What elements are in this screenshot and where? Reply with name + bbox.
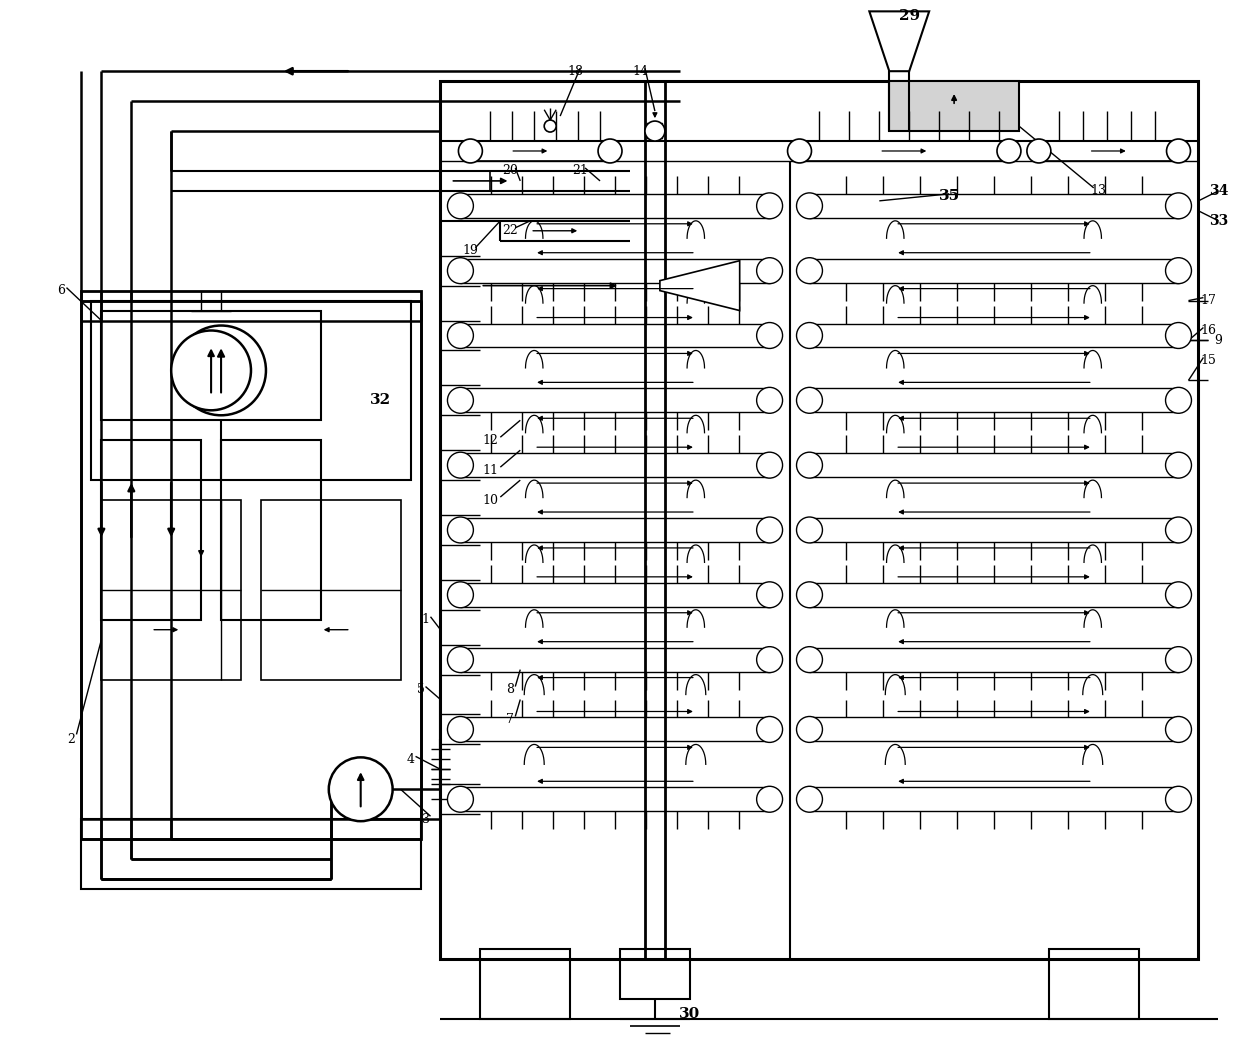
Circle shape (787, 139, 811, 163)
Text: 14: 14 (632, 64, 649, 78)
Circle shape (756, 452, 782, 478)
Text: 29: 29 (899, 9, 920, 23)
Text: 22: 22 (502, 225, 518, 237)
Circle shape (448, 647, 474, 673)
Text: 17: 17 (1200, 294, 1216, 307)
Text: 33: 33 (1209, 214, 1228, 228)
Circle shape (459, 139, 482, 163)
Circle shape (1166, 452, 1192, 478)
Circle shape (448, 517, 474, 543)
Circle shape (796, 717, 822, 743)
Bar (221, 440, 321, 620)
Circle shape (448, 322, 474, 348)
Text: 12: 12 (482, 434, 498, 447)
Circle shape (176, 326, 265, 415)
Bar (440, 81, 1198, 959)
Polygon shape (660, 261, 740, 311)
Circle shape (796, 192, 822, 218)
Bar (82, 820, 420, 889)
Text: 11: 11 (482, 464, 498, 476)
Circle shape (645, 121, 665, 141)
Circle shape (1166, 258, 1192, 284)
Text: 10: 10 (482, 494, 498, 506)
Bar (440, 171, 490, 191)
Circle shape (756, 717, 782, 743)
Circle shape (796, 581, 822, 607)
Circle shape (756, 581, 782, 607)
Bar (102, 311, 321, 420)
Bar (260, 500, 401, 679)
Circle shape (796, 786, 822, 812)
Circle shape (756, 258, 782, 284)
Circle shape (756, 387, 782, 413)
Circle shape (598, 139, 622, 163)
Text: 5: 5 (417, 683, 424, 696)
Circle shape (448, 581, 474, 607)
Circle shape (448, 717, 474, 743)
Text: 32: 32 (370, 393, 391, 408)
Circle shape (544, 120, 557, 132)
Circle shape (796, 452, 822, 478)
Circle shape (756, 517, 782, 543)
Text: 1: 1 (422, 614, 429, 626)
Bar (82, 301, 420, 820)
Circle shape (796, 322, 822, 348)
Circle shape (171, 331, 250, 411)
Circle shape (756, 647, 782, 673)
Text: 9: 9 (1214, 334, 1223, 347)
Bar (102, 440, 201, 620)
Circle shape (1166, 517, 1192, 543)
Text: 13: 13 (1091, 184, 1107, 198)
Circle shape (796, 258, 822, 284)
Circle shape (448, 387, 474, 413)
Bar (620, 948, 689, 998)
Text: 8: 8 (506, 683, 515, 696)
Circle shape (756, 786, 782, 812)
Circle shape (756, 192, 782, 218)
Text: 6: 6 (57, 284, 66, 297)
Text: 30: 30 (680, 1007, 701, 1020)
Text: 21: 21 (572, 164, 588, 178)
Bar (92, 301, 410, 480)
Text: 20: 20 (502, 164, 518, 178)
Circle shape (1166, 581, 1192, 607)
Bar (1049, 948, 1138, 1018)
Bar (889, 81, 1019, 131)
Text: 35: 35 (939, 189, 960, 203)
Text: 16: 16 (1200, 324, 1216, 337)
Text: 19: 19 (463, 244, 479, 257)
Text: 3: 3 (422, 812, 429, 826)
Bar (82, 290, 420, 839)
Circle shape (1166, 647, 1192, 673)
Text: 2: 2 (67, 733, 76, 746)
Circle shape (1167, 139, 1190, 163)
Text: 34: 34 (1209, 184, 1228, 198)
Circle shape (1166, 322, 1192, 348)
Circle shape (1166, 786, 1192, 812)
Circle shape (1027, 139, 1050, 163)
Circle shape (448, 258, 474, 284)
Bar (480, 948, 570, 1018)
Circle shape (756, 322, 782, 348)
Circle shape (796, 647, 822, 673)
Circle shape (1166, 717, 1192, 743)
Circle shape (329, 757, 393, 822)
Text: 7: 7 (506, 713, 515, 726)
Circle shape (997, 139, 1021, 163)
Circle shape (796, 517, 822, 543)
Bar (102, 500, 241, 679)
Circle shape (448, 452, 474, 478)
Circle shape (448, 786, 474, 812)
Circle shape (1166, 387, 1192, 413)
Circle shape (1166, 192, 1192, 218)
Text: 15: 15 (1200, 354, 1216, 367)
Circle shape (796, 387, 822, 413)
Text: 4: 4 (407, 753, 414, 765)
Circle shape (448, 192, 474, 218)
Text: 18: 18 (567, 64, 583, 78)
